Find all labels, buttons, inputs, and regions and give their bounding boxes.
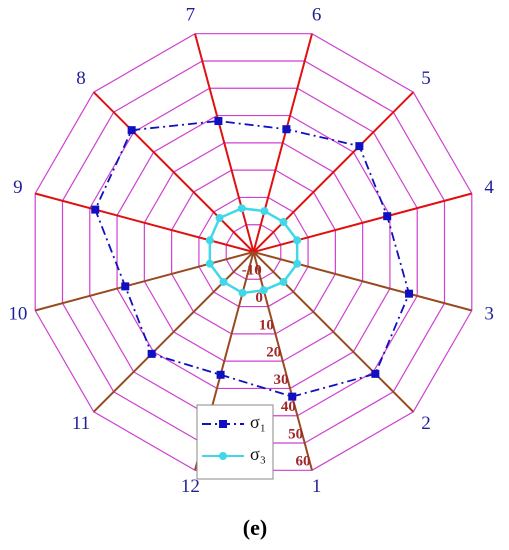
r-tick-label: 20: [266, 345, 281, 361]
r-tick-label: 60: [295, 454, 310, 470]
point: [279, 277, 288, 286]
point: [371, 369, 380, 378]
r-tick-label: 40: [281, 399, 296, 415]
category-label: 11: [72, 413, 90, 434]
spoke: [252, 251, 415, 413]
point: [293, 259, 302, 268]
category-label: 12: [181, 476, 200, 497]
point: [260, 207, 269, 216]
spoke: [252, 91, 415, 253]
r-tick-label: 0: [255, 290, 263, 306]
point: [216, 370, 225, 379]
point: [121, 282, 130, 291]
spoke: [252, 33, 313, 253]
spoke: [253, 192, 473, 253]
legend-marker: [219, 420, 227, 428]
spoke: [253, 251, 473, 312]
category-label: 1: [312, 476, 322, 497]
r-tick-label: 10: [259, 317, 274, 333]
point: [282, 125, 291, 134]
point: [205, 236, 214, 245]
legend-box: [196, 404, 274, 480]
point: [355, 142, 364, 151]
point: [405, 289, 414, 298]
point: [293, 236, 302, 245]
point: [214, 117, 223, 126]
point: [279, 218, 288, 227]
point: [205, 259, 214, 268]
point: [383, 212, 392, 221]
legend-label: σ₃: [250, 444, 266, 464]
category-label: 5: [421, 68, 431, 89]
r-tick-label: 50: [288, 426, 303, 442]
category-label: 4: [484, 177, 494, 198]
legend-label: σ₁: [250, 412, 266, 432]
point: [259, 286, 268, 295]
point: [237, 204, 246, 213]
r-tick-label: 30: [274, 372, 289, 388]
spoke: [92, 91, 255, 253]
spoke: [34, 251, 254, 312]
category-label: 10: [8, 304, 27, 325]
category-label: 6: [312, 5, 322, 26]
legend-marker: [219, 452, 227, 460]
point: [219, 277, 228, 286]
point: [215, 214, 224, 223]
spoke: [194, 33, 255, 253]
category-label: 3: [484, 304, 494, 325]
point: [147, 349, 156, 358]
point: [288, 392, 297, 401]
r-tick-label: -10: [242, 263, 262, 279]
category-label: 8: [76, 68, 86, 89]
point: [127, 126, 136, 135]
point: [91, 205, 100, 214]
category-label: 7: [186, 5, 196, 26]
caption: (e): [243, 515, 267, 540]
spoke: [92, 251, 255, 413]
category-label: 2: [421, 413, 431, 434]
category-label: 9: [13, 177, 23, 198]
point: [238, 288, 247, 297]
spoke: [34, 192, 254, 253]
